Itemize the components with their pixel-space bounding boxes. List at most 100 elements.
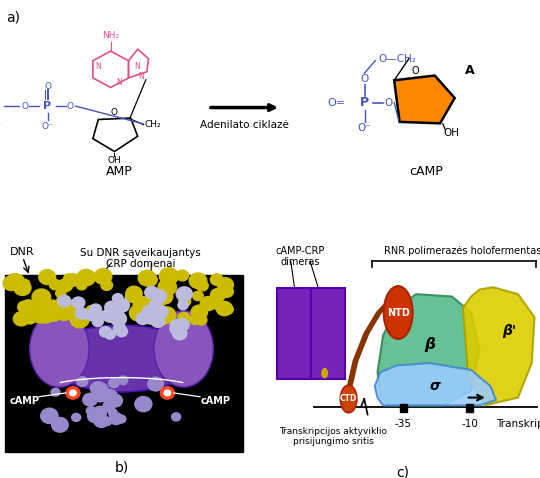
Circle shape: [58, 295, 71, 307]
Text: O: O: [384, 98, 393, 108]
Text: RNR polimerazės holofermentas: RNR polimerazės holofermentas: [384, 246, 540, 256]
Circle shape: [177, 270, 188, 281]
Text: CH₂: CH₂: [145, 120, 161, 129]
Circle shape: [51, 388, 60, 396]
Circle shape: [152, 290, 166, 303]
Circle shape: [170, 323, 184, 335]
Text: O: O: [67, 102, 73, 110]
Text: β': β': [503, 324, 517, 338]
Circle shape: [66, 273, 80, 286]
Text: N: N: [134, 63, 140, 71]
Text: cAMP-CRP
dimeras: cAMP-CRP dimeras: [276, 246, 325, 268]
Circle shape: [99, 326, 111, 337]
Circle shape: [178, 301, 188, 310]
FancyBboxPatch shape: [311, 288, 345, 379]
Text: Adenilato ciklazė: Adenilato ciklazė: [200, 120, 288, 130]
Circle shape: [19, 279, 30, 288]
Circle shape: [214, 301, 226, 311]
Text: σ: σ: [430, 379, 441, 393]
Circle shape: [63, 308, 75, 318]
Circle shape: [93, 390, 107, 402]
Circle shape: [103, 401, 115, 412]
Text: AMP: AMP: [105, 164, 132, 178]
Circle shape: [55, 304, 73, 320]
Circle shape: [145, 286, 159, 299]
Circle shape: [134, 304, 149, 316]
Circle shape: [66, 387, 80, 399]
Circle shape: [142, 305, 157, 319]
Circle shape: [101, 280, 112, 290]
Text: -35: -35: [395, 419, 412, 429]
Circle shape: [211, 274, 223, 285]
Circle shape: [14, 280, 31, 295]
Circle shape: [189, 273, 207, 288]
Circle shape: [110, 413, 123, 424]
Circle shape: [105, 330, 115, 339]
Circle shape: [156, 289, 173, 304]
Text: cAMP: cAMP: [9, 396, 39, 405]
Circle shape: [94, 269, 112, 284]
Circle shape: [159, 268, 178, 284]
Circle shape: [136, 313, 150, 325]
Circle shape: [85, 310, 97, 321]
Circle shape: [195, 315, 207, 325]
Circle shape: [9, 274, 24, 288]
Circle shape: [112, 293, 123, 303]
Circle shape: [191, 305, 207, 320]
Circle shape: [116, 326, 127, 337]
Circle shape: [113, 298, 130, 312]
Text: OH: OH: [443, 128, 459, 138]
Circle shape: [21, 300, 36, 313]
Circle shape: [157, 307, 176, 324]
Circle shape: [158, 279, 177, 295]
Circle shape: [65, 308, 75, 317]
Circle shape: [222, 304, 233, 315]
Circle shape: [90, 382, 106, 395]
Text: P: P: [360, 96, 369, 109]
Text: P: P: [43, 101, 52, 111]
Text: NTD: NTD: [387, 307, 410, 317]
Circle shape: [49, 280, 61, 290]
Circle shape: [3, 276, 19, 291]
Ellipse shape: [384, 286, 413, 339]
Circle shape: [52, 417, 68, 432]
Circle shape: [133, 296, 152, 313]
Circle shape: [148, 294, 165, 309]
Circle shape: [170, 320, 184, 331]
Circle shape: [108, 394, 123, 407]
Text: β: β: [424, 337, 435, 352]
Circle shape: [146, 308, 165, 324]
Circle shape: [196, 281, 208, 291]
Circle shape: [118, 376, 128, 384]
Circle shape: [37, 307, 55, 323]
Circle shape: [83, 393, 97, 406]
Circle shape: [213, 277, 223, 285]
Text: Su DNR sąveikaujantys
CRP domenai: Su DNR sąveikaujantys CRP domenai: [80, 248, 201, 269]
Polygon shape: [394, 76, 455, 123]
Circle shape: [92, 317, 103, 326]
Circle shape: [138, 270, 156, 286]
Circle shape: [176, 287, 192, 301]
Text: O: O: [412, 66, 420, 76]
Circle shape: [90, 304, 102, 314]
Text: c): c): [396, 466, 409, 478]
Circle shape: [176, 318, 189, 331]
Text: DNR: DNR: [10, 248, 35, 257]
Text: O⁻: O⁻: [42, 122, 53, 130]
Circle shape: [172, 413, 181, 421]
Circle shape: [102, 418, 111, 425]
Circle shape: [77, 281, 87, 290]
Circle shape: [110, 312, 126, 326]
Text: CTD: CTD: [340, 394, 357, 403]
Text: O=: O=: [327, 98, 346, 108]
Circle shape: [117, 415, 126, 423]
Circle shape: [220, 286, 233, 297]
Circle shape: [218, 278, 233, 292]
Circle shape: [200, 296, 216, 311]
Circle shape: [340, 385, 357, 413]
Text: NH₂: NH₂: [102, 31, 119, 40]
Circle shape: [126, 286, 142, 301]
Circle shape: [32, 298, 50, 313]
FancyBboxPatch shape: [5, 275, 243, 452]
Circle shape: [40, 300, 57, 316]
